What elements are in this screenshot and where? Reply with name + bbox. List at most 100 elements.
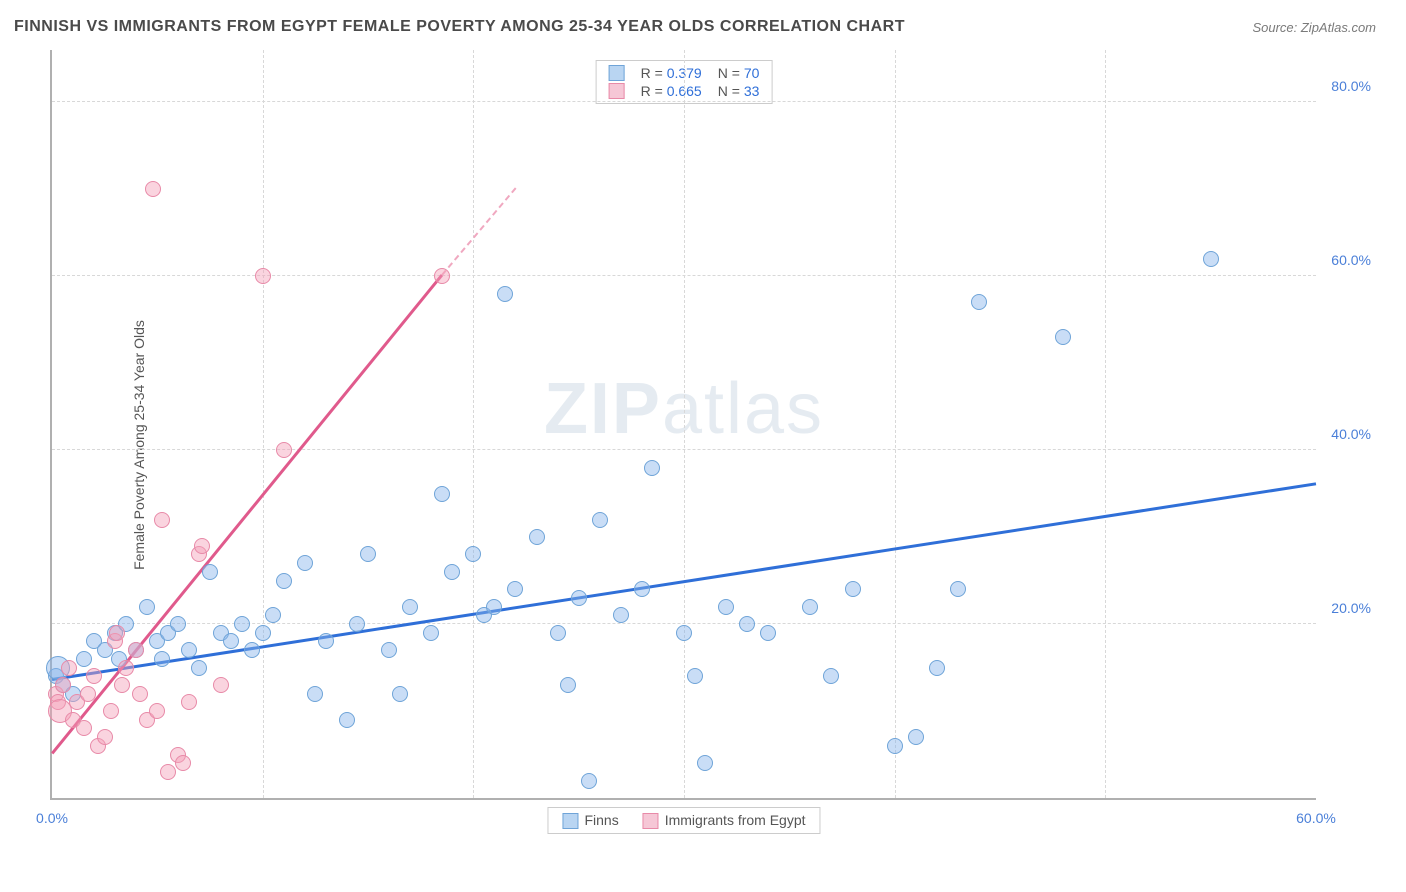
y-tick-label: 60.0% — [1331, 252, 1371, 268]
data-point — [1203, 251, 1219, 267]
data-point — [423, 625, 439, 641]
stat-r: R = 0.665 — [641, 83, 702, 99]
gridline-v — [895, 50, 896, 798]
data-point — [760, 625, 776, 641]
data-point — [434, 486, 450, 502]
chart-title: FINNISH VS IMMIGRANTS FROM EGYPT FEMALE … — [14, 18, 905, 36]
data-point — [687, 668, 703, 684]
data-point — [908, 729, 924, 745]
data-point — [276, 442, 292, 458]
data-point — [114, 677, 130, 693]
data-point — [739, 616, 755, 632]
data-point — [950, 581, 966, 597]
data-point — [560, 677, 576, 693]
legend-swatch — [609, 83, 625, 99]
data-point — [103, 703, 119, 719]
data-point — [486, 599, 502, 615]
data-point — [887, 738, 903, 754]
data-point — [718, 599, 734, 615]
data-point — [97, 729, 113, 745]
data-point — [529, 529, 545, 545]
data-point — [297, 555, 313, 571]
data-point — [255, 268, 271, 284]
data-point — [202, 564, 218, 580]
data-point — [194, 538, 210, 554]
data-point — [634, 581, 650, 597]
data-point — [276, 573, 292, 589]
data-point — [360, 546, 376, 562]
legend-swatch — [643, 813, 659, 829]
data-point — [434, 268, 450, 284]
data-point — [255, 625, 271, 641]
chart-header: FINNISH VS IMMIGRANTS FROM EGYPT FEMALE … — [0, 0, 1406, 46]
legend-item: Finns — [562, 812, 618, 829]
data-point — [613, 607, 629, 623]
data-point — [1055, 329, 1071, 345]
data-point — [55, 677, 71, 693]
data-point — [497, 286, 513, 302]
data-point — [86, 668, 102, 684]
data-point — [109, 625, 125, 641]
data-point — [592, 512, 608, 528]
data-point — [170, 616, 186, 632]
data-point — [845, 581, 861, 597]
data-point — [676, 625, 692, 641]
stat-r: R = 0.379 — [641, 65, 702, 81]
chart-container: Female Poverty Among 25-34 Year Olds ZIP… — [50, 50, 1376, 840]
gridline-v — [473, 50, 474, 798]
data-point — [139, 599, 155, 615]
data-point — [349, 616, 365, 632]
data-point — [149, 703, 165, 719]
legend: Finns Immigrants from Egypt — [547, 807, 820, 834]
data-point — [265, 607, 281, 623]
data-point — [213, 677, 229, 693]
data-point — [160, 764, 176, 780]
legend-swatch — [562, 813, 578, 829]
data-point — [318, 633, 334, 649]
legend-swatch — [609, 65, 625, 81]
data-point — [118, 660, 134, 676]
data-point — [802, 599, 818, 615]
stat-n: N = 70 — [718, 65, 760, 81]
stat-n: N = 33 — [718, 83, 760, 99]
data-point — [929, 660, 945, 676]
x-tick-label: 60.0% — [1296, 810, 1336, 826]
data-point — [181, 642, 197, 658]
data-point — [644, 460, 660, 476]
trend-line — [441, 188, 516, 276]
data-point — [76, 651, 92, 667]
data-point — [76, 720, 92, 736]
trend-line — [51, 274, 443, 754]
data-point — [181, 694, 197, 710]
data-point — [234, 616, 250, 632]
data-point — [571, 590, 587, 606]
y-tick-label: 20.0% — [1331, 600, 1371, 616]
data-point — [550, 625, 566, 641]
data-point — [154, 651, 170, 667]
data-point — [392, 686, 408, 702]
data-point — [507, 581, 523, 597]
data-point — [128, 642, 144, 658]
data-point — [154, 512, 170, 528]
data-point — [145, 181, 161, 197]
data-point — [381, 642, 397, 658]
y-tick-label: 40.0% — [1331, 426, 1371, 442]
legend-item: Immigrants from Egypt — [643, 812, 806, 829]
data-point — [191, 660, 207, 676]
data-point — [132, 686, 148, 702]
gridline-v — [684, 50, 685, 798]
data-point — [80, 686, 96, 702]
data-point — [971, 294, 987, 310]
data-point — [339, 712, 355, 728]
plot-area: ZIPatlas R = 0.379N = 70R = 0.665N = 33 … — [50, 50, 1316, 800]
data-point — [697, 755, 713, 771]
data-point — [465, 546, 481, 562]
x-tick-label: 0.0% — [36, 810, 68, 826]
data-point — [175, 755, 191, 771]
y-tick-label: 80.0% — [1331, 78, 1371, 94]
source-attribution: Source: ZipAtlas.com — [1252, 20, 1376, 35]
data-point — [223, 633, 239, 649]
data-point — [581, 773, 597, 789]
data-point — [307, 686, 323, 702]
data-point — [402, 599, 418, 615]
